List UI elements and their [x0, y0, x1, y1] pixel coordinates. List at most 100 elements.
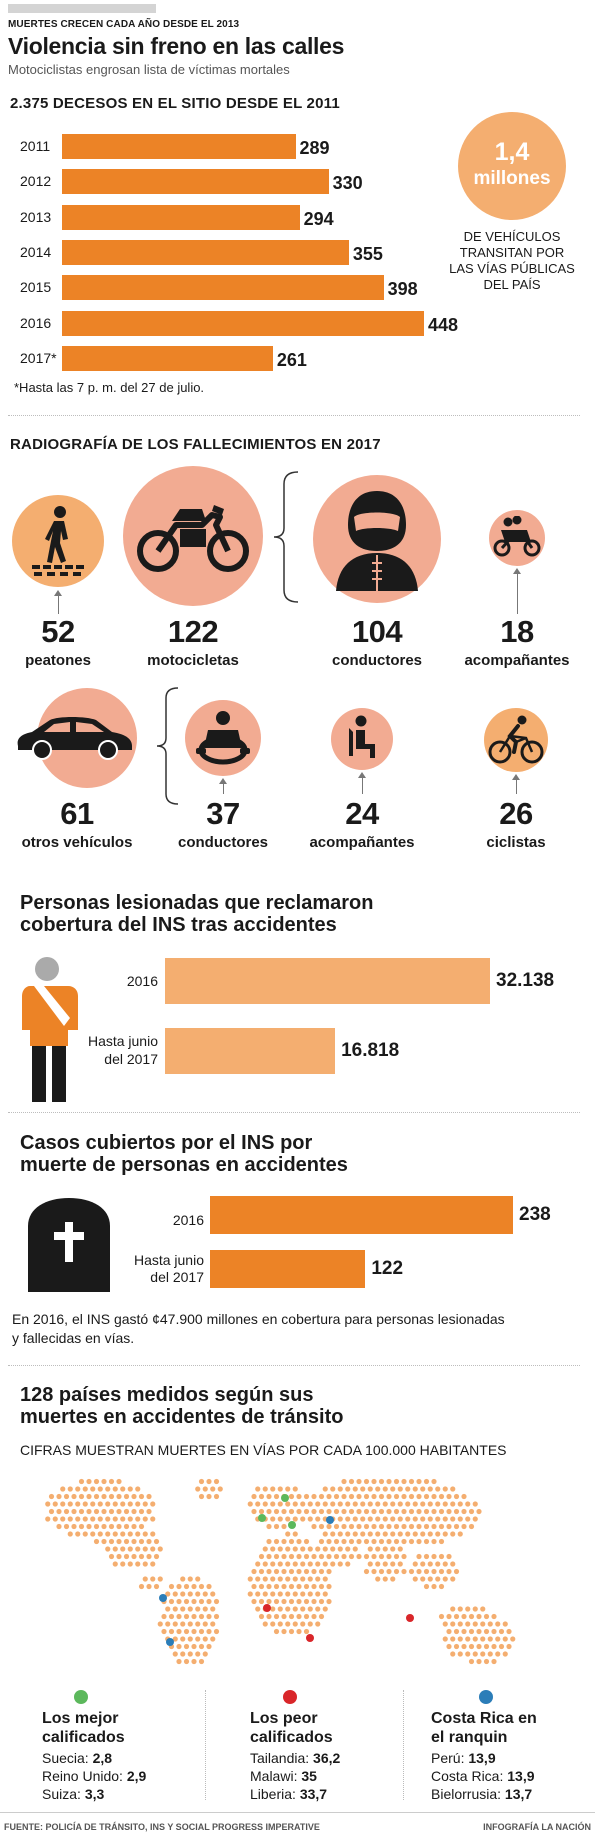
- map-dot: [397, 1561, 403, 1567]
- map-dot: [416, 1493, 422, 1500]
- map-dot: [247, 1501, 253, 1507]
- map-dot: [461, 1628, 467, 1635]
- stat-label: peatones: [25, 652, 91, 669]
- map-dot: [318, 1553, 325, 1560]
- map-dot: [382, 1501, 388, 1507]
- map-dot: [258, 1493, 265, 1500]
- map-dot: [105, 1501, 111, 1507]
- map-dot: [120, 1546, 126, 1552]
- map-dot: [450, 1651, 456, 1657]
- map-dot: [348, 1523, 355, 1530]
- map-dot: [127, 1486, 133, 1492]
- map-dot: [277, 1516, 283, 1522]
- map-dot: [457, 1516, 463, 1522]
- kicker: MUERTES CRECEN CADA AÑO DESDE EL 2013: [8, 19, 240, 30]
- map-dot: [408, 1568, 415, 1575]
- map-dot: [180, 1621, 186, 1627]
- map-dot: [202, 1636, 208, 1642]
- map-dot: [45, 1516, 51, 1522]
- worst-row: Tailandia: 36,2: [250, 1750, 341, 1766]
- world-subtitle: CIFRAS MUESTRAN MUERTES EN VÍAS POR CADA…: [20, 1442, 507, 1458]
- map-dot: [356, 1493, 362, 1500]
- map-dot: [401, 1493, 407, 1500]
- map-dot: [71, 1493, 77, 1500]
- map-dot: [438, 1493, 445, 1500]
- map-dot: [408, 1493, 415, 1500]
- map-dot: [472, 1606, 478, 1612]
- map-dot: [213, 1613, 220, 1620]
- map-dot: [93, 1508, 100, 1515]
- map-dot: [251, 1583, 257, 1590]
- map-dot: [401, 1553, 407, 1560]
- map-dot: [198, 1478, 205, 1485]
- map-dot: [487, 1621, 493, 1627]
- map-dot: [311, 1583, 317, 1590]
- map-dot: [382, 1546, 388, 1552]
- map-dot: [296, 1568, 302, 1575]
- map-dot: [416, 1538, 422, 1545]
- map-dot: [270, 1606, 276, 1612]
- year-label: 2011: [20, 138, 51, 154]
- map-dot: [266, 1538, 272, 1545]
- worst-row: Malawi: 35: [250, 1768, 317, 1784]
- map-dot: [382, 1516, 388, 1522]
- map-dot: [371, 1478, 377, 1485]
- map-dot: [453, 1628, 460, 1635]
- map-dot: [266, 1493, 272, 1500]
- map-dot: [318, 1613, 325, 1620]
- map-dot: [367, 1561, 373, 1567]
- map-dot: [405, 1501, 411, 1507]
- map-dot: [142, 1546, 148, 1552]
- map-dot: [345, 1531, 351, 1537]
- map-dot: [311, 1568, 317, 1575]
- map-dot: [315, 1621, 321, 1627]
- map-dot: [292, 1576, 298, 1582]
- map-dot: [86, 1508, 92, 1515]
- map-dot: [303, 1568, 310, 1575]
- map-dot: [247, 1576, 253, 1582]
- map-dot: [150, 1546, 156, 1552]
- map-dot: [195, 1591, 201, 1597]
- map-dot: [367, 1516, 373, 1522]
- map-dot: [442, 1561, 448, 1567]
- map-dot: [315, 1606, 321, 1612]
- deaths-value-label: 330: [332, 173, 363, 194]
- map-dot: [420, 1561, 426, 1567]
- map-dot: [483, 1658, 490, 1665]
- map-dot: [307, 1546, 313, 1552]
- map-dot: [341, 1538, 347, 1545]
- map-dot: [397, 1531, 403, 1537]
- map-dot: [255, 1591, 261, 1597]
- sweden-marker: [281, 1494, 289, 1502]
- map-dot: [472, 1501, 478, 1507]
- map-dot: [82, 1531, 88, 1537]
- map-dot: [483, 1628, 490, 1635]
- map-dot: [277, 1561, 283, 1567]
- map-dot: [191, 1583, 197, 1590]
- map-dot: [86, 1493, 92, 1500]
- map-dot: [198, 1493, 205, 1500]
- map-dot: [465, 1651, 471, 1657]
- map-dot: [183, 1613, 190, 1620]
- map-dot: [288, 1538, 295, 1545]
- map-dot: [390, 1486, 396, 1492]
- map-dot: [75, 1486, 81, 1492]
- map-dot: [97, 1501, 103, 1507]
- map-dot: [273, 1628, 280, 1635]
- map-dot: [198, 1598, 205, 1605]
- map-dot: [101, 1508, 107, 1515]
- map-dot: [472, 1651, 478, 1657]
- stat-value: 26: [499, 796, 533, 831]
- map-dot: [206, 1493, 212, 1500]
- map-dot: [337, 1501, 343, 1507]
- map-dot: [292, 1621, 298, 1627]
- map-dot: [300, 1516, 306, 1522]
- map-dot: [341, 1553, 347, 1560]
- map-dot: [176, 1583, 182, 1590]
- map-dot: [375, 1561, 381, 1567]
- map-dot: [375, 1531, 381, 1537]
- map-dot: [345, 1561, 351, 1567]
- map-dot: [56, 1493, 62, 1500]
- stat-label: conductores: [331, 652, 422, 669]
- map-dot: [375, 1576, 381, 1582]
